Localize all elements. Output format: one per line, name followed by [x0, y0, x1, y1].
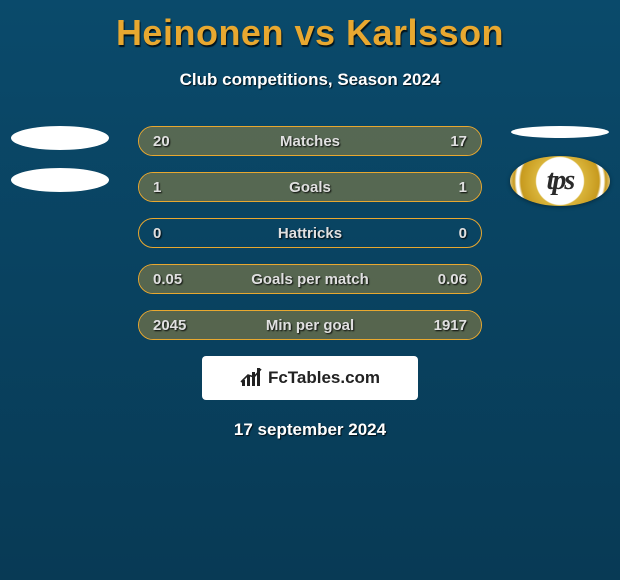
stat-right-value: 1917	[434, 317, 467, 334]
right-badges: tps	[510, 126, 610, 206]
stat-left-value: 0	[153, 225, 161, 242]
stat-left-value: 2045	[153, 317, 186, 334]
stat-left-value: 20	[153, 133, 170, 150]
stat-row: 0.05Goals per match0.06	[138, 264, 482, 294]
date-text: 17 september 2024	[0, 420, 620, 440]
attribution-box: FcTables.com	[202, 356, 418, 400]
stat-row: 1Goals1	[138, 172, 482, 202]
placeholder-ellipse-icon	[11, 168, 109, 192]
stat-label: Hattricks	[161, 225, 458, 242]
club-crest-icon: tps	[510, 156, 610, 206]
attribution-text: FcTables.com	[268, 368, 380, 388]
stat-rows: 20Matches17 1Goals1 0Hattricks0 0.05Goals p…	[138, 126, 482, 340]
stat-right-value: 17	[450, 133, 467, 150]
stat-label: Min per goal	[186, 317, 433, 334]
stat-row: 20Matches17	[138, 126, 482, 156]
stat-row: 2045Min per goal1917	[138, 310, 482, 340]
stat-right-value: 1	[459, 179, 467, 196]
stat-left-value: 1	[153, 179, 161, 196]
stat-label: Matches	[170, 133, 451, 150]
placeholder-ellipse-icon	[11, 126, 109, 150]
stat-left-value: 0.05	[153, 271, 182, 288]
stat-row: 0Hattricks0	[138, 218, 482, 248]
crest-text: tps	[547, 165, 574, 197]
bar-chart-icon	[240, 368, 262, 388]
comparison-area: tps 20Matches171Goals10Hattricks00.05Goa…	[0, 126, 620, 440]
stat-label: Goals	[161, 179, 458, 196]
page-title: Heinonen vs Karlsson	[0, 0, 620, 54]
stat-right-value: 0	[459, 225, 467, 242]
stat-label: Goals per match	[182, 271, 438, 288]
placeholder-ellipse-icon	[511, 126, 609, 138]
page-subtitle: Club competitions, Season 2024	[0, 70, 620, 90]
left-badges	[10, 126, 110, 206]
stat-right-value: 0.06	[438, 271, 467, 288]
